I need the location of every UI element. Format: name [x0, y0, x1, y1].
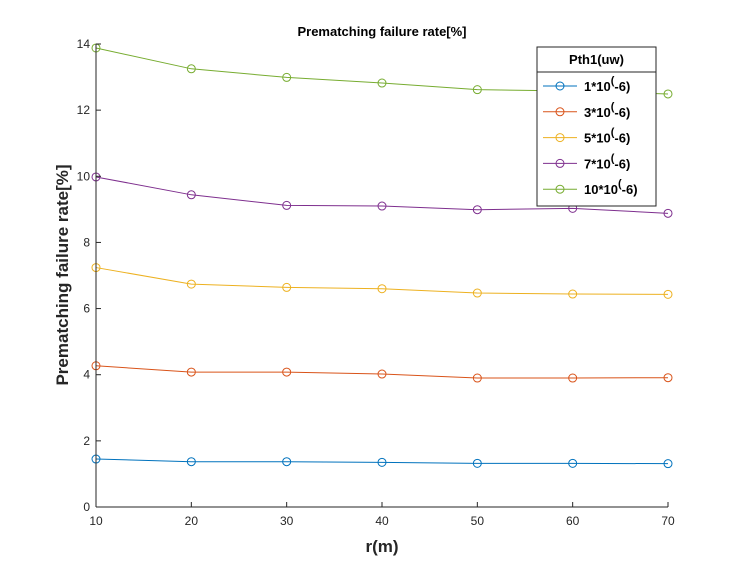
- legend-item: 7*10(-6): [543, 152, 630, 171]
- legend-label-superscript: (: [611, 152, 615, 164]
- data-point: [186, 190, 196, 200]
- data-point: [663, 208, 673, 218]
- series-line: [95, 176, 669, 214]
- x-tick-label: 30: [280, 514, 294, 528]
- data-point: [186, 279, 196, 289]
- data-point: [472, 85, 482, 95]
- y-tick-label: 12: [77, 103, 91, 117]
- legend-item: 3*10(-6): [543, 101, 630, 120]
- x-axis-title: r(m): [365, 537, 398, 556]
- legend-label: 5*10(-6): [584, 127, 630, 146]
- legend-label-tail: -6): [622, 182, 638, 197]
- y-tick-label: 4: [83, 368, 90, 382]
- legend-label-superscript: (: [611, 101, 615, 113]
- data-point: [377, 201, 387, 211]
- y-tick-label: 6: [83, 302, 90, 316]
- legend-label-superscript: (: [618, 178, 622, 190]
- legend-label-base: 7*10: [584, 156, 611, 171]
- series-line: [95, 458, 669, 465]
- series-1: [91, 454, 673, 469]
- series-layer: [91, 43, 673, 469]
- legend-label: 7*10(-6): [584, 152, 630, 171]
- axis-layer: 10 20 30 40 50 60 70 0 2 4 6 8 10 12 14: [77, 37, 675, 528]
- legend-label-superscript: (: [611, 127, 615, 139]
- legend-label-tail: -6): [614, 79, 630, 94]
- data-point: [663, 373, 673, 383]
- data-point: [377, 284, 387, 294]
- series-line: [95, 365, 669, 379]
- legend-swatch-marker: [555, 158, 565, 168]
- data-point: [186, 64, 196, 74]
- data-point: [282, 72, 292, 82]
- legend-item: 10*10(-6): [543, 178, 638, 197]
- data-point: [282, 200, 292, 210]
- data-point: [663, 459, 673, 469]
- data-point: [282, 282, 292, 292]
- data-point: [282, 457, 292, 467]
- legend-label-tail: -6): [614, 156, 630, 171]
- legend-box: [536, 46, 657, 207]
- data-point: [568, 373, 578, 383]
- data-point: [472, 205, 482, 215]
- legend-label: 3*10(-6): [584, 101, 630, 120]
- data-point: [472, 373, 482, 383]
- data-point: [282, 367, 292, 377]
- legend-label-superscript: (: [611, 75, 615, 87]
- data-point: [377, 457, 387, 467]
- y-tick-label: 0: [83, 500, 90, 514]
- chart-title: Prematching failure rate[%]: [297, 24, 466, 39]
- x-tick-label: 70: [661, 514, 675, 528]
- data-point: [663, 289, 673, 299]
- series-line: [95, 267, 669, 295]
- legend-item: 1*10(-6): [543, 75, 630, 94]
- data-point: [568, 289, 578, 299]
- legend-swatch-marker: [555, 107, 565, 117]
- x-tick-label: 60: [566, 514, 580, 528]
- y-tick-label: 2: [83, 434, 90, 448]
- legend-item: 5*10(-6): [543, 127, 630, 146]
- y-tick-label: 14: [77, 37, 91, 51]
- data-point: [186, 457, 196, 467]
- legend-label-base: 3*10: [584, 105, 611, 120]
- x-tick-label: 50: [471, 514, 485, 528]
- legend: Pth1(uw)1*10(-6)3*10(-6)5*10(-6)7*10(-6)…: [536, 46, 657, 207]
- legend-swatch-marker: [555, 184, 565, 194]
- data-point: [472, 458, 482, 468]
- legend-label-tail: -6): [614, 105, 630, 120]
- legend-label-base: 5*10: [584, 131, 611, 146]
- x-tick-label: 10: [89, 514, 103, 528]
- data-point: [377, 78, 387, 88]
- legend-label-tail: -6): [614, 131, 630, 146]
- data-point: [663, 89, 673, 99]
- y-tick-label: 8: [83, 235, 90, 249]
- legend-title: Pth1(uw): [569, 52, 624, 67]
- y-axis-title: Prematching failure rate[%]: [53, 164, 72, 385]
- legend-label: 1*10(-6): [584, 75, 630, 94]
- data-point: [472, 288, 482, 298]
- data-point: [186, 367, 196, 377]
- legend-swatch-marker: [555, 81, 565, 91]
- y-tick-label: 10: [77, 169, 91, 183]
- x-tick-label: 20: [185, 514, 199, 528]
- legend-label: 10*10(-6): [584, 178, 638, 197]
- legend-label-base: 10*10: [584, 182, 618, 197]
- x-tick-label: 40: [375, 514, 389, 528]
- legend-swatch-marker: [555, 133, 565, 143]
- legend-label-base: 1*10: [584, 79, 611, 94]
- data-point: [568, 458, 578, 468]
- data-point: [377, 369, 387, 379]
